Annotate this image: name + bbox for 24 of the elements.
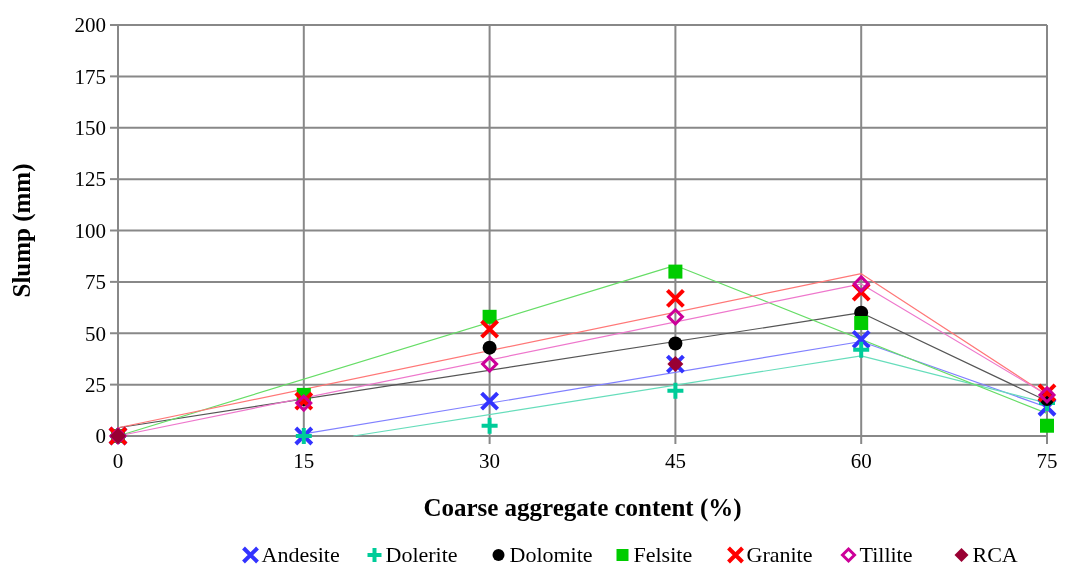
legend-label: Dolomite [509, 542, 593, 567]
y-tick-label: 25 [85, 372, 106, 397]
y-tick-label: 125 [74, 167, 106, 192]
legend-label: RCA [972, 542, 1018, 567]
y-axis-title: Slump (mm) [8, 163, 36, 298]
x-tick-label: 0 [112, 449, 124, 473]
y-tick-label: 0 [95, 424, 106, 449]
legend-label: Tillite [859, 542, 913, 567]
x-axis-title: Coarse aggregate content (%) [423, 494, 742, 522]
x-tick-label: 60 [850, 449, 872, 473]
x-tick-label: 75 [1036, 449, 1058, 473]
legend-label: Dolerite [385, 542, 458, 567]
y-tick-label: 75 [85, 270, 106, 295]
x-tick-label: 15 [293, 449, 315, 473]
legend-label: Felsite [633, 542, 693, 567]
legend-label: Granite [746, 542, 813, 567]
x-tick-label: 30 [479, 449, 501, 473]
y-tick-label: 100 [74, 218, 106, 243]
y-tick-label: 200 [74, 13, 106, 38]
legend-label: Andesite [261, 542, 340, 567]
y-tick-label: 50 [85, 321, 106, 346]
y-tick-label: 175 [74, 64, 106, 89]
x-tick-label: 45 [664, 449, 686, 473]
y-tick-label: 150 [74, 116, 106, 141]
